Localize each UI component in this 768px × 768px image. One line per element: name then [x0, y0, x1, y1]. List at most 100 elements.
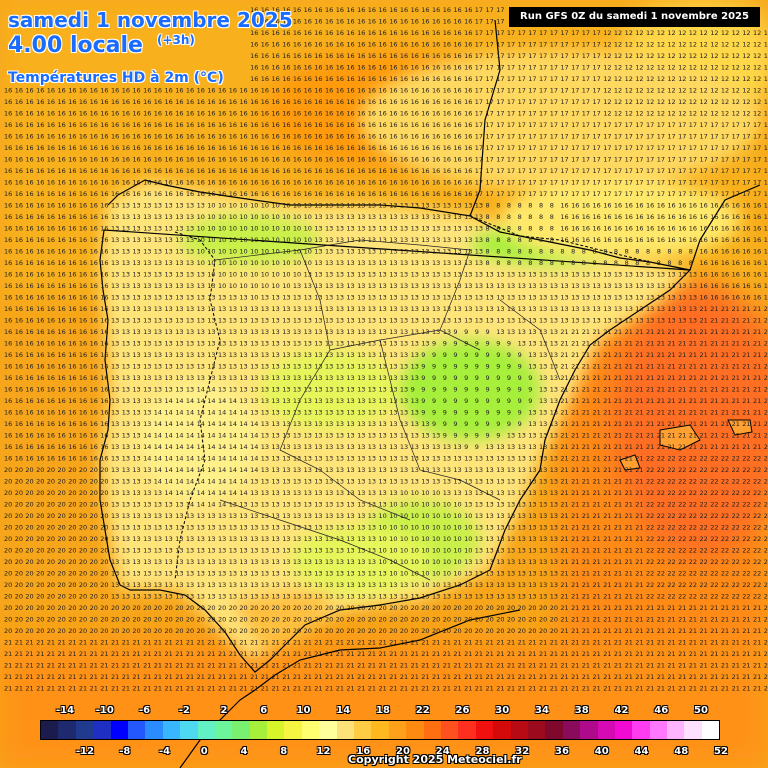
grid-value: 20 — [325, 616, 333, 624]
grid-value: 17 — [550, 41, 558, 49]
grid-value: 21 — [250, 650, 258, 658]
grid-value: 21 — [753, 432, 761, 440]
grid-value: 13 — [261, 340, 269, 348]
grid-value: 21 — [346, 662, 354, 670]
grid-value: 20 — [25, 616, 33, 624]
grid-value: 17 — [678, 133, 686, 141]
grid-value: 13 — [314, 351, 322, 359]
grid-value: 17 — [635, 121, 643, 129]
grid-value: 21 — [571, 627, 579, 635]
grid-value: 13 — [218, 593, 226, 601]
grid-value: 8 — [528, 248, 532, 256]
grid-value: 17 — [486, 6, 494, 14]
grid-value: 17 — [689, 144, 697, 152]
grid-value: 20 — [539, 616, 547, 624]
grid-value: 16 — [15, 409, 23, 417]
grid-value: 13 — [165, 271, 173, 279]
grid-value: 13 — [464, 558, 472, 566]
grid-value: 13 — [282, 501, 290, 509]
grid-value: 21 — [389, 685, 397, 693]
grid-value: 22 — [732, 558, 740, 566]
grid-value: 13 — [132, 420, 140, 428]
grid-value: 21 — [657, 685, 665, 693]
grid-value: 22 — [753, 489, 761, 497]
grid-value: 16 — [79, 397, 87, 405]
grid-value: 16 — [186, 144, 194, 152]
grid-value: 17 — [550, 110, 558, 118]
grid-value: 13 — [132, 317, 140, 325]
grid-value: 13 — [207, 282, 215, 290]
grid-value: 20 — [68, 466, 76, 474]
grid-value: 16 — [47, 328, 55, 336]
grid-value: 13 — [486, 294, 494, 302]
grid-value: 21 — [68, 673, 76, 681]
grid-value: 20 — [90, 593, 98, 601]
grid-value: 9 — [453, 432, 457, 440]
grid-value: 16 — [25, 432, 33, 440]
grid-value: 16 — [421, 121, 429, 129]
grid-value: 16 — [100, 156, 108, 164]
grid-value: 13 — [143, 317, 151, 325]
grid-value: 8 — [518, 236, 522, 244]
grid-value: 21 — [742, 685, 750, 693]
grid-value: 16 — [432, 156, 440, 164]
grid-value: 13 — [143, 374, 151, 382]
grid-value: 16 — [571, 236, 579, 244]
grid-value: 13 — [186, 271, 194, 279]
grid-value: 16 — [432, 75, 440, 83]
grid-value: 20 — [15, 466, 23, 474]
grid-value: 13 — [625, 271, 633, 279]
legend-swatch — [284, 721, 302, 739]
grid-value: 17 — [496, 179, 504, 187]
grid-value: 13 — [411, 420, 419, 428]
grid-value: 22 — [710, 547, 718, 555]
spain-portugal-border — [174, 231, 221, 581]
grid-value: 16 — [400, 6, 408, 14]
grid-value: 16 — [400, 144, 408, 152]
grid-value: 13 — [475, 317, 483, 325]
grid-value: 13 — [186, 535, 194, 543]
grid-value: 9 — [528, 386, 532, 394]
grid-value: 17 — [657, 121, 665, 129]
grid-value: 13 — [111, 420, 119, 428]
grid-value: 13 — [229, 570, 237, 578]
grid-value: 16 — [47, 98, 55, 106]
grid-value: 9 — [475, 443, 479, 451]
grid-value: 20 — [15, 581, 23, 589]
grid-value: 13 — [197, 524, 205, 532]
grid-value: 9 — [486, 363, 490, 371]
grid-value: 20 — [421, 616, 429, 624]
grid-value: 16 — [272, 75, 280, 83]
grid-value: 13 — [635, 294, 643, 302]
grid-value: 13 — [379, 489, 387, 497]
grid-value: 13 — [250, 409, 258, 417]
grid-value: 21 — [753, 386, 761, 394]
grid-value: 21 — [571, 397, 579, 405]
grid-value: 17 — [496, 18, 504, 26]
grid-value: 21 — [742, 673, 750, 681]
grid-value: 13 — [111, 282, 119, 290]
grid-value: 21 — [603, 489, 611, 497]
grid-value: 20 — [25, 478, 33, 486]
grid-value: 13 — [229, 501, 237, 509]
grid-value: 21 — [657, 650, 665, 658]
grid-value: 13 — [453, 248, 461, 256]
grid-value: 17 — [550, 64, 558, 72]
legend-swatch — [110, 721, 128, 739]
grid-value: 21 — [678, 616, 686, 624]
grid-value: 21 — [764, 340, 768, 348]
grid-value: 13 — [165, 225, 173, 233]
grid-value: 12 — [742, 41, 750, 49]
grid-value: 10 — [400, 501, 408, 509]
grid-value: 17 — [646, 167, 654, 175]
grid-value: 22 — [753, 547, 761, 555]
grid-value: 13 — [143, 512, 151, 520]
grid-value: 16 — [443, 167, 451, 175]
grid-value: 13 — [272, 581, 280, 589]
grid-value: 22 — [732, 570, 740, 578]
grid-value: 21 — [582, 593, 590, 601]
grid-value: 21 — [710, 616, 718, 624]
grid-value: 13 — [282, 581, 290, 589]
grid-value: 21 — [614, 570, 622, 578]
grid-value: 13 — [293, 478, 301, 486]
